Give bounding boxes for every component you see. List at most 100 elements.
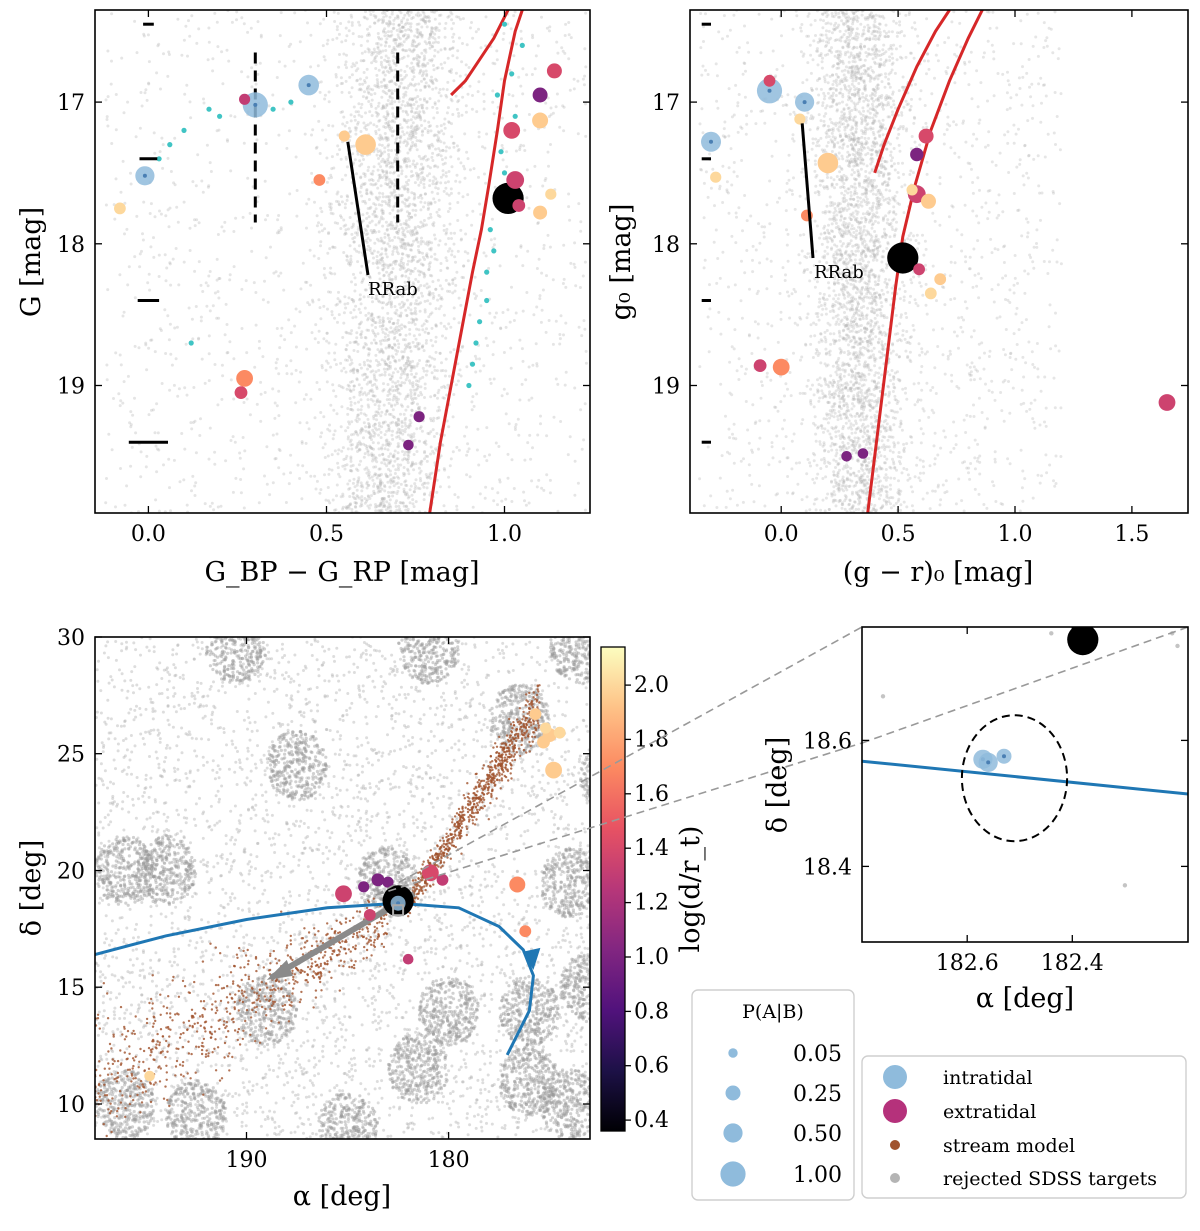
gaia-field-star: [383, 84, 387, 88]
gaia-field-star: [562, 277, 566, 281]
sdss-field-star: [941, 353, 945, 357]
gaia-field-star: [364, 393, 368, 397]
gaia-field-star: [427, 84, 431, 88]
sdss-field-star: [895, 136, 899, 140]
gaia-field-star: [411, 340, 415, 344]
gaia-field-star: [447, 322, 451, 326]
gaia-field-star: [307, 427, 311, 431]
gaia-field-star: [564, 285, 568, 289]
gaia-field-star: [407, 276, 411, 280]
gaia-field-star: [333, 246, 337, 249]
gaia-field-star: [388, 392, 392, 396]
gaia-field-star: [366, 225, 370, 229]
gaia-extratidal-star: [355, 134, 376, 155]
sdss-field-star: [806, 150, 809, 154]
gaia-field-star: [367, 506, 371, 510]
gaia-field-star: [354, 505, 357, 508]
gaia-field-star: [539, 320, 543, 324]
gaia-field-star: [452, 393, 456, 396]
gaia-field-star: [387, 373, 391, 377]
gaia-field-star: [405, 313, 409, 317]
sdss-field-star: [889, 105, 893, 109]
gaia-field-star: [109, 82, 113, 86]
gaia-field-star: [415, 127, 419, 131]
gaia-field-star: [492, 243, 496, 247]
gaia-field-star: [371, 459, 374, 463]
gaia-field-star: [318, 90, 322, 94]
gaia-field-star: [381, 20, 385, 24]
gaia-field-star: [141, 232, 144, 236]
gaia-field-star: [390, 120, 394, 123]
gaia-field-star: [300, 441, 304, 445]
gaia-field-star: [518, 148, 522, 152]
gaia-field-star: [431, 222, 435, 226]
gaia-field-star: [375, 255, 379, 258]
gaia-field-star: [406, 262, 410, 266]
gaia-field-star: [392, 490, 396, 494]
gaia-field-star: [433, 164, 437, 168]
gaia-field-star: [370, 312, 374, 316]
gaia-field-star: [444, 327, 448, 331]
gaia-field-star: [375, 73, 379, 77]
gaia-field-star: [387, 344, 391, 348]
gaia-field-star: [180, 53, 184, 57]
gaia-field-star: [402, 16, 406, 20]
gaia-field-star: [406, 113, 410, 117]
gaia-field-star: [448, 374, 451, 378]
gaia-field-star: [365, 188, 369, 192]
gaia-field-star: [448, 290, 452, 293]
gaia-field-star: [369, 389, 373, 393]
sdss-field-star: [944, 479, 948, 483]
gaia-field-star: [360, 280, 364, 284]
gaia-field-star: [367, 473, 371, 477]
gaia-field-star: [573, 493, 577, 497]
gaia-field-star: [417, 82, 421, 86]
sdss-field-star: [1026, 272, 1030, 276]
gaia-field-star: [366, 224, 370, 228]
gaia-field-star: [373, 241, 377, 245]
gaia-field-star: [384, 220, 388, 224]
sdss-field-star: [971, 209, 975, 213]
gaia-field-star: [390, 193, 394, 197]
gaia-field-star: [399, 134, 403, 138]
sdss-field-star: [740, 364, 744, 368]
gaia-field-star: [374, 505, 377, 509]
gaia-field-star: [384, 247, 388, 251]
gaia-field-star: [563, 34, 567, 37]
gaia-field-star: [350, 226, 354, 229]
gaia-field-star: [374, 60, 378, 64]
gaia-field-star: [387, 143, 391, 147]
gaia-field-star: [327, 290, 330, 294]
gaia-field-star: [265, 445, 269, 449]
gaia-field-star: [371, 88, 375, 92]
gaia-field-star: [350, 201, 354, 205]
gaia-field-star: [425, 74, 429, 78]
gaia-field-star: [359, 297, 362, 301]
gaia-field-star: [359, 176, 363, 180]
gaia-field-star: [330, 453, 334, 457]
gaia-field-star: [392, 46, 396, 49]
gaia-field-star: [431, 449, 435, 453]
gaia-field-star: [359, 390, 363, 394]
gaia-field-star: [548, 25, 552, 29]
gaia-field-star: [453, 289, 457, 293]
gaia-field-star: [385, 429, 389, 433]
gaia-field-star: [349, 380, 353, 384]
gaia-field-star: [451, 113, 455, 116]
gaia-field-star: [387, 44, 391, 48]
gaia-field-star: [430, 142, 434, 146]
gaia-field-star: [122, 380, 126, 384]
sdss-field-star: [869, 286, 873, 290]
gaia-field-star: [362, 412, 366, 416]
gaia-field-star: [432, 416, 436, 420]
gaia-field-star: [433, 368, 437, 372]
gaia-field-star: [389, 452, 392, 456]
sdss-field-star: [813, 285, 817, 289]
gaia-field-star: [412, 490, 416, 494]
gaia-field-star: [584, 349, 588, 353]
gaia-field-star: [407, 259, 410, 263]
gaia-field-star: [446, 289, 449, 293]
gaia-field-star: [383, 373, 387, 377]
gaia-field-star: [363, 199, 367, 203]
gaia-field-star: [274, 457, 278, 460]
